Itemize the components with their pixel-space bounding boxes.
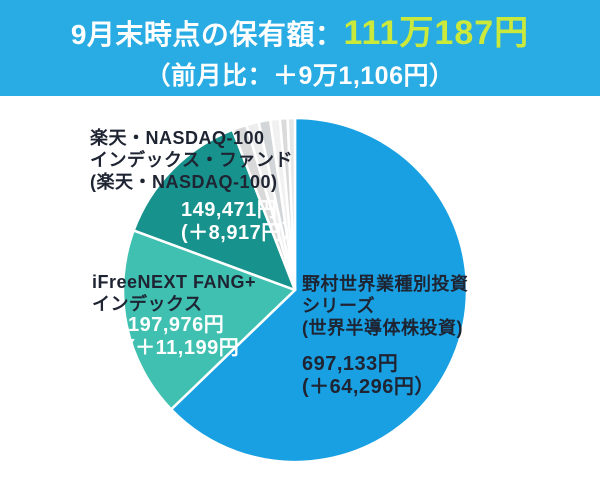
nomura-fund-values: 697,133円 (＋64,296円） — [302, 353, 435, 399]
ifree-fund-amount: 197,976円 — [128, 314, 225, 336]
ifree-fund-label: iFreeNEXT FANG+ インデックス — [92, 271, 256, 315]
pie-slice-8-unlabeled — [286, 116, 297, 292]
rakuten-fund-name-line1: 楽天・NASDAQ-100 — [90, 128, 265, 148]
pie-chart — [121, 116, 469, 464]
nomura-fund-change: (＋64,296円） — [302, 376, 435, 398]
nomura-fund-amount: 697,133円 — [302, 353, 399, 375]
month-over-month-change: （前月比：＋9万1,106円） — [145, 61, 455, 90]
header-line1: 9月末時点の保有額： 111万187円 — [71, 5, 529, 54]
header-title: 9月末時点の保有額： — [70, 18, 344, 50]
pie-slice-0 — [169, 116, 469, 464]
nomura-fund-name-line1: 野村世界業種別投資 — [302, 274, 469, 294]
rakuten-fund-name-line2: インデックス・ファンド — [90, 150, 293, 170]
ifree-fund-name-line1: iFreeNEXT FANG+ — [92, 272, 257, 292]
nomura-fund-name-line2: シリーズ — [302, 296, 376, 316]
rakuten-fund-change: (＋8,917円） — [181, 222, 303, 244]
pie-slice-2 — [132, 128, 297, 292]
rakuten-fund-name-line3: (楽天・NASDAQ-100) — [90, 172, 278, 192]
header: 9月末時点の保有額： 111万187円 （前月比：＋9万1,106円） — [0, 0, 600, 96]
nomura-fund-label: 野村世界業種別投資 シリーズ (世界半導体株投資) — [302, 273, 469, 339]
total-amount: 111万187円 — [343, 13, 530, 52]
rakuten-fund-values: 149,471円 (＋8,917円） — [181, 199, 302, 245]
pie-chart-area — [0, 95, 600, 480]
ifree-fund-name-line2: インデックス — [92, 294, 203, 314]
rakuten-fund-amount: 149,471円 — [181, 199, 278, 221]
rakuten-fund-label: 楽天・NASDAQ-100 インデックス・ファンド (楽天・NASDAQ-100… — [90, 127, 293, 193]
ifree-fund-change: (＋11,199円 — [128, 337, 240, 359]
nomura-fund-name-line3: (世界半導体株投資) — [302, 318, 463, 338]
ifree-fund-values: 197,976円 (＋11,199円 — [128, 314, 239, 360]
